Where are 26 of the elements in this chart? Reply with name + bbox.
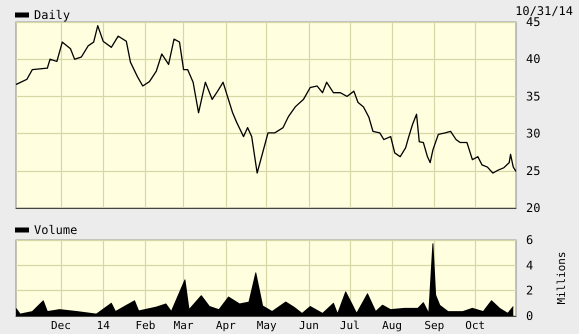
y-tick-label: 20 (526, 201, 540, 215)
x-tick-label: 14 (96, 319, 110, 332)
y-tick-label: 25 (526, 164, 540, 178)
x-tick-label: Mar (174, 319, 194, 332)
x-tick-label: Jun (298, 319, 319, 332)
x-tick-label: Jul (340, 319, 360, 332)
x-tick-label: May (256, 319, 277, 332)
legend-label: Volume (34, 223, 78, 237)
text: 10/31/14 (515, 4, 573, 18)
y-tick-label: 4 (526, 258, 534, 272)
y-tick-label: 0 (526, 309, 534, 323)
y-axis-title: Millions (555, 252, 568, 304)
x-tick-label: Oct (465, 319, 486, 332)
y-tick-label: 35 (526, 89, 540, 104)
y-tick-label: 6 (526, 233, 534, 247)
x-tick-label: Feb (135, 319, 156, 332)
line-series (15, 25, 517, 174)
x-tick-label: Aug (382, 319, 402, 332)
y-tick-label: 40 (526, 52, 540, 66)
x-tick-label: Dec (51, 319, 71, 332)
x-tick-label: Apr (216, 319, 236, 332)
legend-label: Daily (34, 8, 70, 22)
y-tick-label: 2 (526, 284, 534, 298)
y-tick-label: 45 (526, 15, 540, 29)
y-tick-label: 30 (526, 126, 540, 141)
x-tick-label: Sep (424, 319, 444, 332)
